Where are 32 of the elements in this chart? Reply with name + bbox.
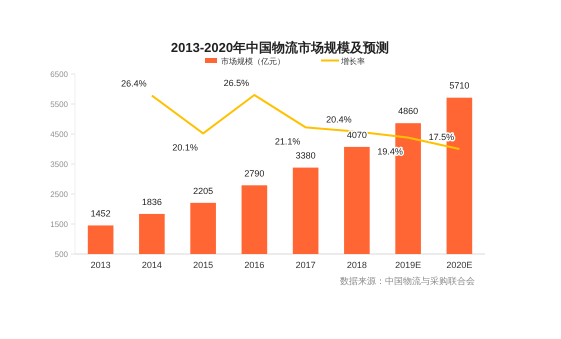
y-tick-label: 2500 [50, 190, 69, 199]
x-tick-label: 2020E [446, 260, 472, 270]
x-tick-label: 2019E [395, 260, 422, 270]
y-tick-label: 5500 [50, 100, 69, 109]
data-label: 1452 [90, 208, 111, 218]
data-label: 2790 [244, 168, 264, 178]
data-label: 1836 [142, 196, 162, 207]
data-label: 26.5% [224, 78, 250, 88]
y-tick-label: 6500 [50, 70, 69, 79]
data-label: 26.4% [121, 78, 147, 89]
x-tick-label: 2016 [244, 260, 264, 270]
y-tick-label: 1500 [50, 220, 69, 229]
data-label: 21.1% [274, 136, 300, 146]
x-tick-label: 2014 [142, 260, 162, 270]
data-label: 4070 [346, 130, 367, 140]
data-label: 2205 [193, 186, 214, 196]
data-label: 5710 [449, 80, 470, 91]
data-label: 3380 [296, 150, 316, 161]
x-tick-label: 2015 [193, 260, 214, 270]
x-tick-label: 2018 [346, 260, 367, 270]
y-tick-label: 3500 [50, 160, 69, 169]
legend-label: 市场规模（亿元） [221, 57, 285, 66]
data-label: 4860 [398, 106, 418, 116]
y-tick-label: 500 [54, 250, 69, 259]
x-tick-label: 2017 [296, 260, 316, 270]
source-note: 数据来源：中国物流与采购联合会 [340, 276, 475, 286]
x-tick-label: 2013 [90, 260, 111, 270]
title: 2013-2020年中国物流市场规模及预测 [170, 40, 390, 55]
data-label: 20.4% [326, 114, 352, 125]
legend-label: 增长率 [340, 57, 365, 66]
data-label: 20.1% [172, 142, 198, 152]
y-tick-label: 4500 [50, 130, 69, 139]
